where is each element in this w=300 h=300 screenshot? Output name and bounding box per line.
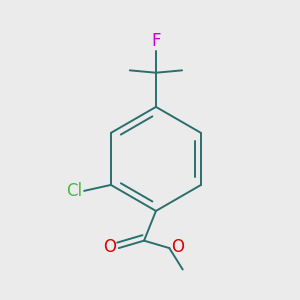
Text: O: O <box>103 238 116 256</box>
Text: F: F <box>151 32 161 50</box>
Text: O: O <box>171 238 184 256</box>
Text: Cl: Cl <box>67 182 83 200</box>
